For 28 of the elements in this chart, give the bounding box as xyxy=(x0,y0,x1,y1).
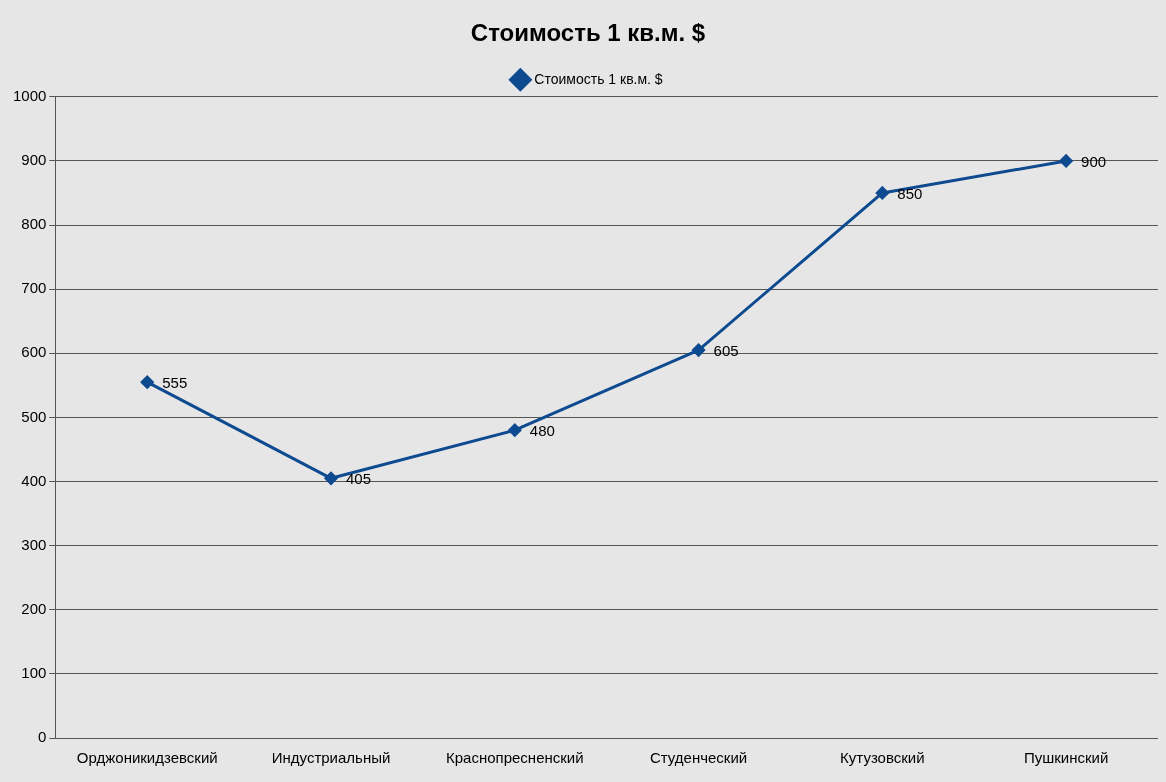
point xyxy=(324,471,338,485)
y-tick-label: 400 xyxy=(21,471,47,489)
x-tick-label: Орджоникидзевский xyxy=(76,749,218,767)
y-tick-label: 1000 xyxy=(12,86,47,104)
legend-label: Стоимость 1 кв.м. $ xyxy=(534,70,663,87)
point xyxy=(1059,154,1073,168)
y-tick-label: 900 xyxy=(21,151,47,169)
x-tick-label: Студенческий xyxy=(649,749,748,767)
point xyxy=(692,343,706,357)
y-tick-label: 0 xyxy=(38,728,47,746)
y-tick-label: 300 xyxy=(21,535,47,553)
x-tick-label: Пушкинский xyxy=(1023,749,1109,767)
x-tick-label: Индустриальный xyxy=(271,749,391,767)
chart-title: Стоимость 1 кв.м. $ xyxy=(470,19,706,47)
y-tick-label: 500 xyxy=(21,407,47,425)
x-tick-label: Краснопресненский xyxy=(446,749,584,767)
y-tick-label: 700 xyxy=(21,279,47,297)
y-tick-label: 100 xyxy=(21,664,47,682)
point xyxy=(875,186,889,200)
data-label: 480 xyxy=(529,422,555,440)
point xyxy=(508,423,522,437)
y-tick-label: 800 xyxy=(21,215,47,233)
data-label: 555 xyxy=(162,374,188,392)
point xyxy=(140,375,154,389)
data-label: 850 xyxy=(897,185,923,203)
x-tick-label: Кутузовский xyxy=(840,749,925,767)
y-tick-label: 200 xyxy=(21,599,47,617)
y-tick-label: 600 xyxy=(21,343,47,361)
